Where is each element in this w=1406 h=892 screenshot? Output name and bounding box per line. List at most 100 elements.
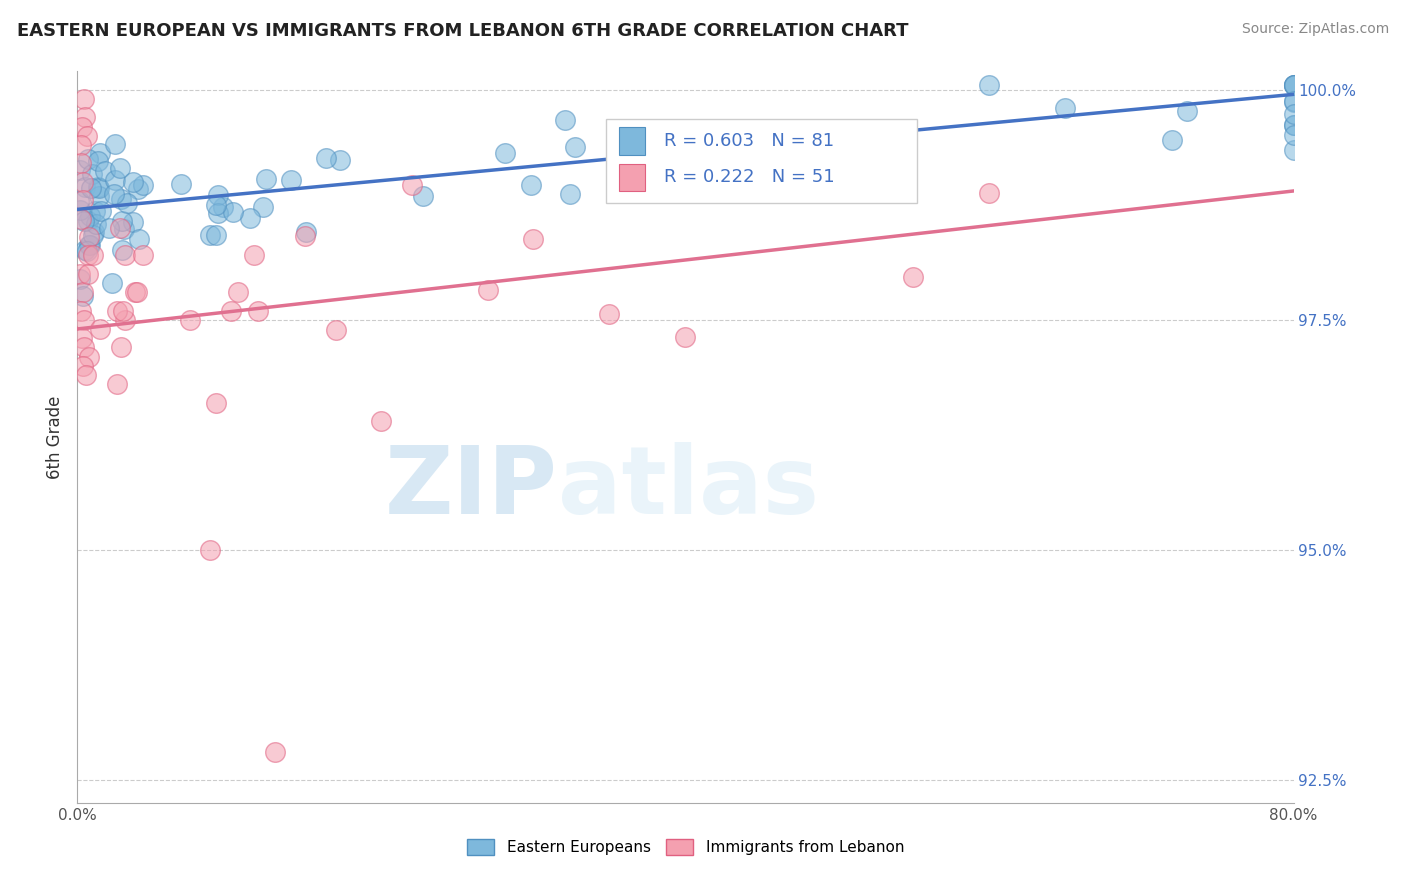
Point: [1282, 78, 1305, 92]
Point: [1161, 133, 1184, 147]
Point: [132, 248, 155, 262]
Point: [1282, 95, 1305, 109]
Point: [675, 329, 697, 343]
Point: [1282, 78, 1305, 92]
Point: [69, 162, 91, 177]
Point: [76, 244, 98, 258]
Point: [112, 221, 135, 235]
Point: [73, 244, 96, 258]
Point: [325, 323, 347, 337]
Point: [264, 745, 287, 759]
Point: [84, 203, 107, 218]
Point: [67, 194, 90, 208]
Point: [77, 152, 100, 166]
Point: [110, 340, 132, 354]
Legend: Eastern Europeans, Immigrants from Lebanon: Eastern Europeans, Immigrants from Leban…: [461, 833, 910, 861]
Point: [200, 542, 222, 557]
Point: [108, 220, 131, 235]
Point: [83, 225, 105, 239]
Point: [247, 303, 270, 318]
Point: [77, 267, 100, 281]
Point: [69, 267, 91, 281]
Point: [122, 215, 145, 229]
Point: [82, 248, 104, 262]
Point: [100, 277, 122, 291]
Point: [110, 243, 132, 257]
Point: [522, 232, 544, 246]
Point: [124, 285, 146, 300]
Point: [212, 200, 235, 214]
Point: [254, 172, 277, 186]
Point: [280, 173, 302, 187]
Point: [94, 164, 117, 178]
Point: [598, 307, 620, 321]
Point: [77, 350, 100, 364]
Point: [105, 377, 128, 392]
Point: [89, 322, 111, 336]
Point: [979, 186, 1001, 200]
Point: [69, 272, 91, 286]
Point: [519, 178, 541, 192]
Point: [87, 181, 110, 195]
Point: [554, 112, 576, 127]
Point: [98, 221, 121, 235]
Point: [72, 359, 94, 373]
Point: [207, 205, 229, 219]
Point: [73, 92, 96, 106]
Point: [70, 303, 93, 318]
Point: [1282, 78, 1305, 92]
Point: [70, 211, 93, 226]
Text: atlas: atlas: [558, 442, 820, 534]
FancyBboxPatch shape: [606, 119, 917, 203]
Point: [104, 173, 127, 187]
Point: [76, 128, 98, 143]
Point: [170, 177, 193, 191]
Point: [370, 414, 392, 428]
Point: [108, 161, 131, 176]
Point: [252, 200, 274, 214]
Point: [76, 248, 98, 262]
Point: [72, 193, 94, 207]
Point: [329, 153, 352, 168]
Point: [979, 78, 1001, 92]
Point: [1282, 107, 1305, 121]
Point: [72, 312, 94, 326]
Point: [73, 179, 96, 194]
Point: [1054, 101, 1077, 115]
Point: [477, 283, 499, 297]
Point: [294, 228, 316, 243]
Point: [77, 230, 100, 244]
Point: [110, 192, 132, 206]
Point: [125, 285, 148, 300]
Point: [295, 225, 318, 239]
Point: [73, 111, 96, 125]
Point: [72, 175, 94, 189]
Text: R = 0.603   N = 81: R = 0.603 N = 81: [664, 132, 834, 150]
Point: [128, 232, 150, 246]
Point: [87, 154, 110, 169]
Point: [127, 182, 149, 196]
Point: [207, 188, 229, 202]
Point: [243, 248, 266, 262]
Point: [75, 368, 97, 382]
Point: [1282, 118, 1305, 132]
Point: [70, 156, 93, 170]
Point: [111, 214, 134, 228]
Point: [239, 211, 262, 226]
Point: [657, 139, 679, 153]
Point: [105, 303, 128, 318]
Point: [90, 203, 112, 218]
Point: [77, 214, 100, 228]
Point: [84, 217, 107, 231]
Point: [856, 133, 879, 147]
Point: [219, 303, 242, 318]
Text: ZIP: ZIP: [385, 442, 558, 534]
FancyBboxPatch shape: [619, 127, 645, 154]
Point: [114, 312, 136, 326]
Point: [70, 120, 93, 134]
Point: [80, 168, 103, 182]
Point: [104, 137, 127, 152]
Point: [72, 288, 94, 302]
Point: [558, 187, 581, 202]
Text: EASTERN EUROPEAN VS IMMIGRANTS FROM LEBANON 6TH GRADE CORRELATION CHART: EASTERN EUROPEAN VS IMMIGRANTS FROM LEBA…: [17, 22, 908, 40]
